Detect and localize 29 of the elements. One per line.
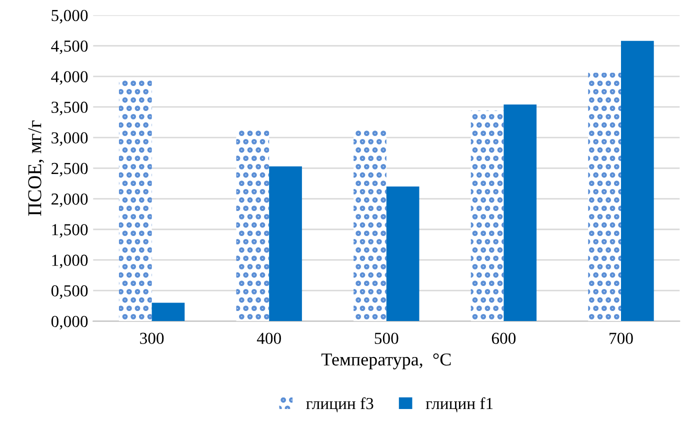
y-tick-label: 2,500 xyxy=(52,162,88,177)
y-tick-label: 3,500 xyxy=(52,102,88,116)
legend-label: глицин f3 xyxy=(306,397,374,412)
x-tick-label: 300 xyxy=(140,332,164,344)
y-tick-label: 2,000 xyxy=(52,193,88,208)
y-tick-label: 1,500 xyxy=(52,224,88,238)
y-tick-label: 0,500 xyxy=(51,285,88,299)
bar xyxy=(504,104,537,322)
y-tick-label: 4,500 xyxy=(51,40,88,54)
y-tick-label: 1,000 xyxy=(52,254,88,268)
x-tick-label: 400 xyxy=(256,332,281,344)
bar xyxy=(386,186,420,322)
bar xyxy=(588,72,621,322)
bar xyxy=(118,79,152,322)
legend-label: глицин f1 xyxy=(426,397,493,412)
y-tick-label: 5,000 xyxy=(52,10,88,24)
x-axis-title: Температура, °C xyxy=(321,353,451,370)
bar xyxy=(152,302,185,322)
y-tick-label: 4,000 xyxy=(51,71,88,85)
x-tick-label: 500 xyxy=(374,332,398,344)
x-tick-label: 600 xyxy=(492,332,516,344)
bar xyxy=(269,166,302,322)
y-tick-label: 3,000 xyxy=(52,132,88,146)
x-tick-label: 700 xyxy=(610,332,633,344)
y-axis-title: ПСОЕ, мг/г xyxy=(28,120,44,216)
bar xyxy=(470,110,504,322)
bar xyxy=(236,130,270,322)
bar xyxy=(621,40,654,322)
y-tick-label: 0,000 xyxy=(51,316,88,330)
